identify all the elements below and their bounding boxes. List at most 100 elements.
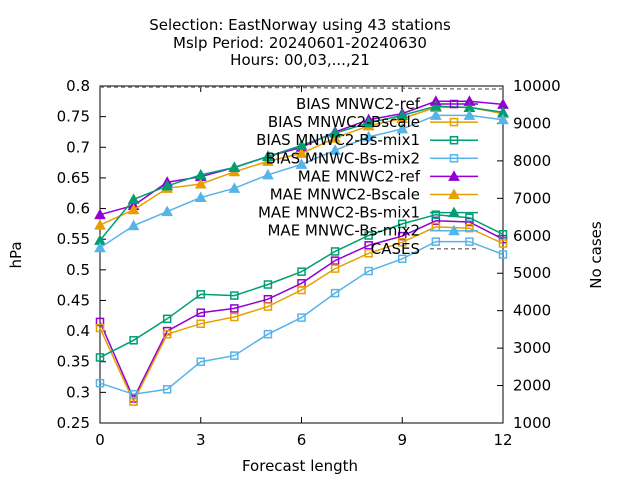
axis-ticks: 0.25 0.3 0.35 0.4 0.45 0.5 0.55 0.6 0.65 0.7 0.75 0…: [57, 77, 561, 449]
legend-label: BIAS MNWC2-Bs-mix1: [256, 131, 420, 149]
y-tick-label: 0.55: [57, 230, 90, 248]
data-point: [398, 231, 407, 241]
data-point: [262, 150, 274, 161]
data-point: [230, 351, 239, 360]
data-point: [230, 312, 239, 322]
y2-tick-label: 1000: [513, 414, 551, 432]
series-line: [99, 220, 504, 401]
data-point: [463, 109, 476, 120]
y-tick-label: 0.8: [66, 77, 90, 95]
series-6: [94, 100, 509, 245]
y-tick-label: 0.6: [66, 200, 90, 218]
legend-swatch-marker: [448, 170, 460, 181]
data-point: [295, 147, 308, 158]
data-point: [127, 193, 140, 204]
series-line: [99, 226, 504, 404]
data-point: [162, 314, 172, 324]
data-point: [95, 378, 105, 388]
data-point: [330, 264, 340, 273]
data-point: [196, 290, 205, 299]
title-line-2: Mslp Period: 20240601-20240630: [173, 34, 427, 52]
data-point: [228, 182, 241, 193]
data-point: [94, 208, 106, 220]
data-point: [263, 280, 273, 289]
data-point: [431, 237, 441, 246]
data-point: [262, 168, 274, 180]
y-tick-label: 0.25: [57, 414, 90, 432]
data-point: [364, 266, 373, 276]
data-point: [398, 219, 407, 229]
data-point: [94, 219, 106, 230]
legend-swatch-marker: [448, 188, 460, 199]
data-point: [95, 323, 105, 333]
data-point: [297, 267, 306, 276]
legend-label: MAE MNWC2-ref: [298, 167, 421, 185]
legend-label: MAE MNWC-Bs-mix2: [267, 222, 420, 240]
y2-tick-label: 8000: [513, 152, 551, 170]
data-point: [196, 308, 205, 317]
data-point: [94, 241, 106, 253]
y-tick-label: 0.7: [66, 138, 90, 156]
data-point: [364, 231, 373, 240]
data-point: [429, 109, 442, 120]
legend-swatch-marker: [449, 99, 459, 109]
x-axis-label: Forecast length: [242, 457, 358, 475]
data-point: [297, 285, 306, 295]
data-point: [329, 144, 341, 155]
x-tick-label: 3: [196, 431, 206, 449]
y2-tick-label: 4000: [513, 302, 551, 320]
data-point: [465, 237, 474, 246]
legend-label: CASES: [371, 240, 420, 258]
data-point: [95, 317, 105, 327]
data-point: [295, 139, 308, 150]
y-tick-label: 0.65: [57, 169, 90, 187]
x-tick-label: 0: [95, 431, 105, 449]
data-point: [431, 216, 441, 226]
data-point: [396, 109, 409, 120]
data-point: [194, 168, 207, 180]
data-point: [362, 116, 375, 128]
legend-swatch-marker: [448, 206, 460, 218]
y-tick-label: 0.3: [66, 383, 90, 401]
data-point: [497, 113, 509, 125]
legend-label: BIAS MNWC2-ref: [296, 95, 421, 113]
legend-label: MAE MNWC2-Bscale: [270, 186, 420, 204]
data-point: [230, 304, 239, 313]
data-point: [161, 179, 174, 191]
data-point: [196, 319, 205, 328]
legend-label: BIAS MNWC-Bs-mix2: [266, 149, 420, 167]
data-point: [329, 127, 341, 138]
data-point: [396, 122, 409, 134]
data-point: [129, 389, 138, 399]
data-point: [194, 191, 207, 203]
data-point: [127, 219, 140, 231]
data-point: [330, 288, 340, 298]
legend-swatch-marker: [448, 224, 460, 236]
title-line-3: Hours: 00,03,...,21: [230, 51, 370, 69]
data-point: [398, 237, 407, 247]
data-point: [364, 249, 373, 258]
x-tick-label: 6: [297, 431, 307, 449]
y2-tick-label: 7000: [513, 189, 551, 207]
data-point: [162, 329, 172, 339]
data-point: [95, 353, 105, 362]
title-line-1: Selection: EastNorway using 43 stations: [149, 16, 451, 34]
y2-tick-label: 6000: [513, 227, 551, 245]
y-tick-label: 0.5: [66, 261, 90, 279]
data-point: [498, 230, 508, 239]
y2-tick-label: 2000: [513, 377, 551, 395]
data-point: [295, 158, 308, 169]
series-1: [95, 222, 508, 406]
y-tick-label: 0.45: [57, 291, 90, 309]
data-point: [196, 357, 205, 366]
data-point: [465, 223, 474, 233]
legend-label: BIAS MNWC2-Bscale: [268, 113, 420, 131]
legend-swatch-marker: [449, 135, 459, 145]
y2-tick-label: 5000: [513, 264, 551, 282]
data-point: [364, 241, 373, 250]
data-point: [431, 210, 441, 219]
y-tick-label: 0.4: [66, 322, 90, 340]
data-point: [330, 247, 340, 256]
